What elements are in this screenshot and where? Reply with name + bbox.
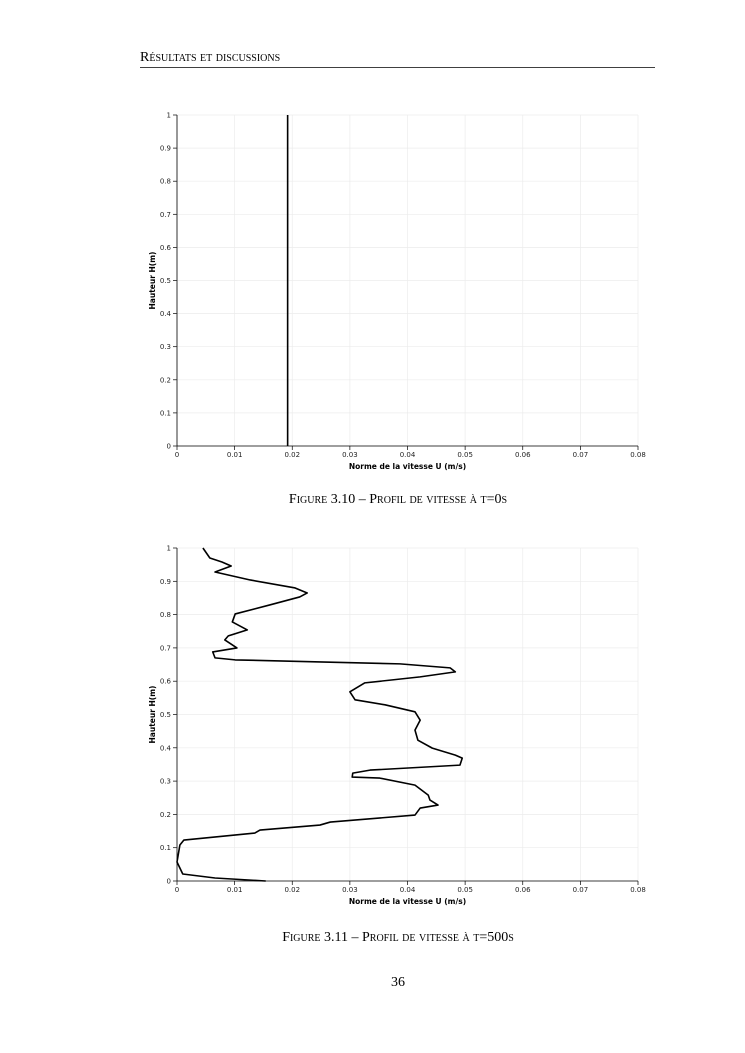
- y-tick-label: 0.4: [160, 310, 172, 318]
- y-tick-label: 0.7: [160, 211, 171, 219]
- figure: 0 0.1 0.2 0.3 0.4 0.5 0.6 0.7 0.8 0.9 1 0 0.01 0.02 0.…: [148, 545, 646, 946]
- y-tick-label: 0.6: [160, 244, 172, 252]
- x-tick-label: 0.08: [630, 886, 646, 894]
- y-tick-label: 0.5: [160, 277, 171, 285]
- figure-caption: Figure 3.10 – Profil de vitesse à t=0s: [289, 492, 507, 507]
- y-tick-label: 1: [167, 112, 171, 120]
- x-tick-label: 0.04: [400, 451, 416, 459]
- y-tick-label: 1: [167, 545, 171, 553]
- y-tick-label: 0.8: [160, 178, 171, 186]
- x-tick-label: 0.06: [515, 886, 531, 894]
- y-tick-label: 0.8: [160, 611, 171, 619]
- y-tick-label: 0.2: [160, 376, 171, 384]
- y-tick-label: 0.4: [160, 744, 172, 752]
- x-tick-label: 0.04: [400, 886, 416, 894]
- y-tick-label: 0.6: [160, 678, 172, 686]
- y-tick-label: 0.3: [160, 778, 171, 786]
- y-axis-label: Hauteur H(m): [148, 252, 157, 310]
- x-tick-label: 0.02: [284, 886, 300, 894]
- x-axis-label: Norme de la vitesse U (m/s): [349, 897, 466, 906]
- profile-line: [176, 547, 464, 882]
- y-tick-label: 0.2: [160, 811, 171, 819]
- figure: 0 0.1 0.2 0.3 0.4 0.5 0.6 0.7 0.8 0.9 1 0 0.01 0.02 0.…: [148, 112, 646, 508]
- y-tick-label: 0.1: [160, 844, 171, 852]
- y-axis-label: Hauteur H(m): [148, 686, 157, 744]
- x-tick-label: 0.06: [515, 451, 531, 459]
- x-tick-label: 0.05: [457, 451, 473, 459]
- y-tick-label: 0: [167, 443, 171, 451]
- y-tick-label: 0.1: [160, 409, 171, 417]
- x-tick-label: 0.03: [342, 451, 358, 459]
- x-tick-label: 0.07: [573, 886, 589, 894]
- y-tick-label: 0.9: [160, 145, 171, 153]
- x-tick-label: 0.07: [573, 451, 589, 459]
- x-tick-label: 0.05: [457, 886, 473, 894]
- x-axis-label: Norme de la vitesse U (m/s): [349, 462, 466, 471]
- y-tick-label: 0.3: [160, 343, 171, 351]
- y-tick-label: 0.5: [160, 711, 171, 719]
- x-tick-label: 0.01: [227, 451, 243, 459]
- figure-caption: Figure 3.11 – Profil de vitesse à t=500s: [282, 930, 514, 945]
- x-tick-label: 0.01: [227, 886, 243, 894]
- running-header: Résultats et discussions: [140, 50, 280, 65]
- x-tick-label: 0: [175, 886, 179, 894]
- x-tick-label: 0.02: [284, 451, 300, 459]
- x-tick-label: 0.03: [342, 886, 358, 894]
- x-tick-label: 0.08: [630, 451, 646, 459]
- page-number: 36: [391, 975, 405, 990]
- y-tick-label: 0: [167, 878, 171, 886]
- x-tick-label: 0: [175, 451, 179, 459]
- y-tick-label: 0.9: [160, 578, 171, 586]
- y-tick-label: 0.7: [160, 644, 171, 652]
